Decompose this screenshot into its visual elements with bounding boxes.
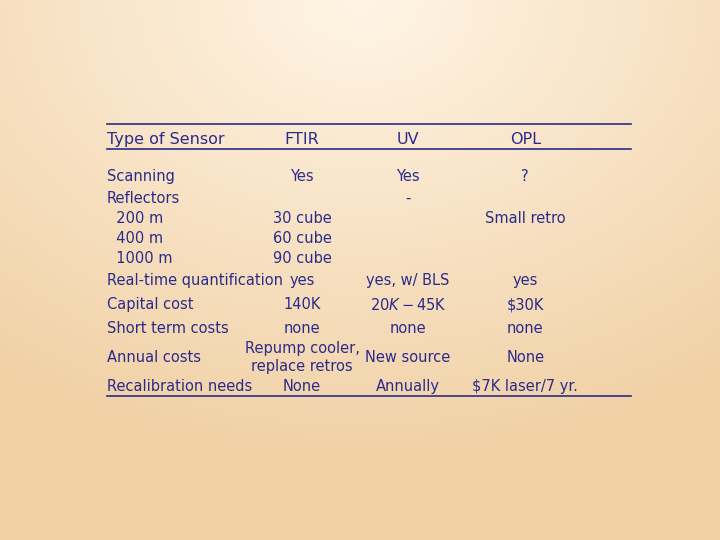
Text: Recalibration needs: Recalibration needs (107, 379, 252, 394)
Text: 90 cube: 90 cube (273, 251, 331, 266)
Text: yes: yes (513, 273, 538, 288)
Text: None: None (506, 350, 544, 365)
Text: Annual costs: Annual costs (107, 350, 201, 365)
Text: Annually: Annually (376, 379, 440, 394)
Text: ?: ? (521, 169, 529, 184)
Text: FTIR: FTIR (284, 132, 320, 147)
Text: 200 m: 200 m (107, 211, 163, 226)
Text: -: - (405, 191, 410, 206)
Text: 60 cube: 60 cube (273, 231, 331, 246)
Text: 1000 m: 1000 m (107, 251, 172, 266)
Text: UV: UV (397, 132, 419, 147)
Text: OPL: OPL (510, 132, 541, 147)
Text: Scanning: Scanning (107, 169, 175, 184)
Text: 400 m: 400 m (107, 231, 163, 246)
Text: 30 cube: 30 cube (273, 211, 331, 226)
Text: Yes: Yes (396, 169, 420, 184)
Text: Real-time quantification: Real-time quantification (107, 273, 283, 288)
Text: $7K laser/7 yr.: $7K laser/7 yr. (472, 379, 578, 394)
Text: $30K: $30K (507, 297, 544, 312)
Text: Small retro: Small retro (485, 211, 565, 226)
Text: New source: New source (366, 350, 451, 365)
Text: Short term costs: Short term costs (107, 321, 228, 336)
Text: Capital cost: Capital cost (107, 297, 193, 312)
Text: 140K: 140K (284, 297, 320, 312)
Text: Yes: Yes (290, 169, 314, 184)
Text: None: None (283, 379, 321, 394)
Text: $20K-$45K: $20K-$45K (370, 296, 446, 313)
Text: yes, w/ BLS: yes, w/ BLS (366, 273, 450, 288)
Text: none: none (390, 321, 426, 336)
Text: Reflectors: Reflectors (107, 191, 180, 206)
Text: Repump cooler,
replace retros: Repump cooler, replace retros (245, 341, 359, 374)
Text: none: none (284, 321, 320, 336)
Text: none: none (507, 321, 544, 336)
Text: yes: yes (289, 273, 315, 288)
Text: Type of Sensor: Type of Sensor (107, 132, 225, 147)
